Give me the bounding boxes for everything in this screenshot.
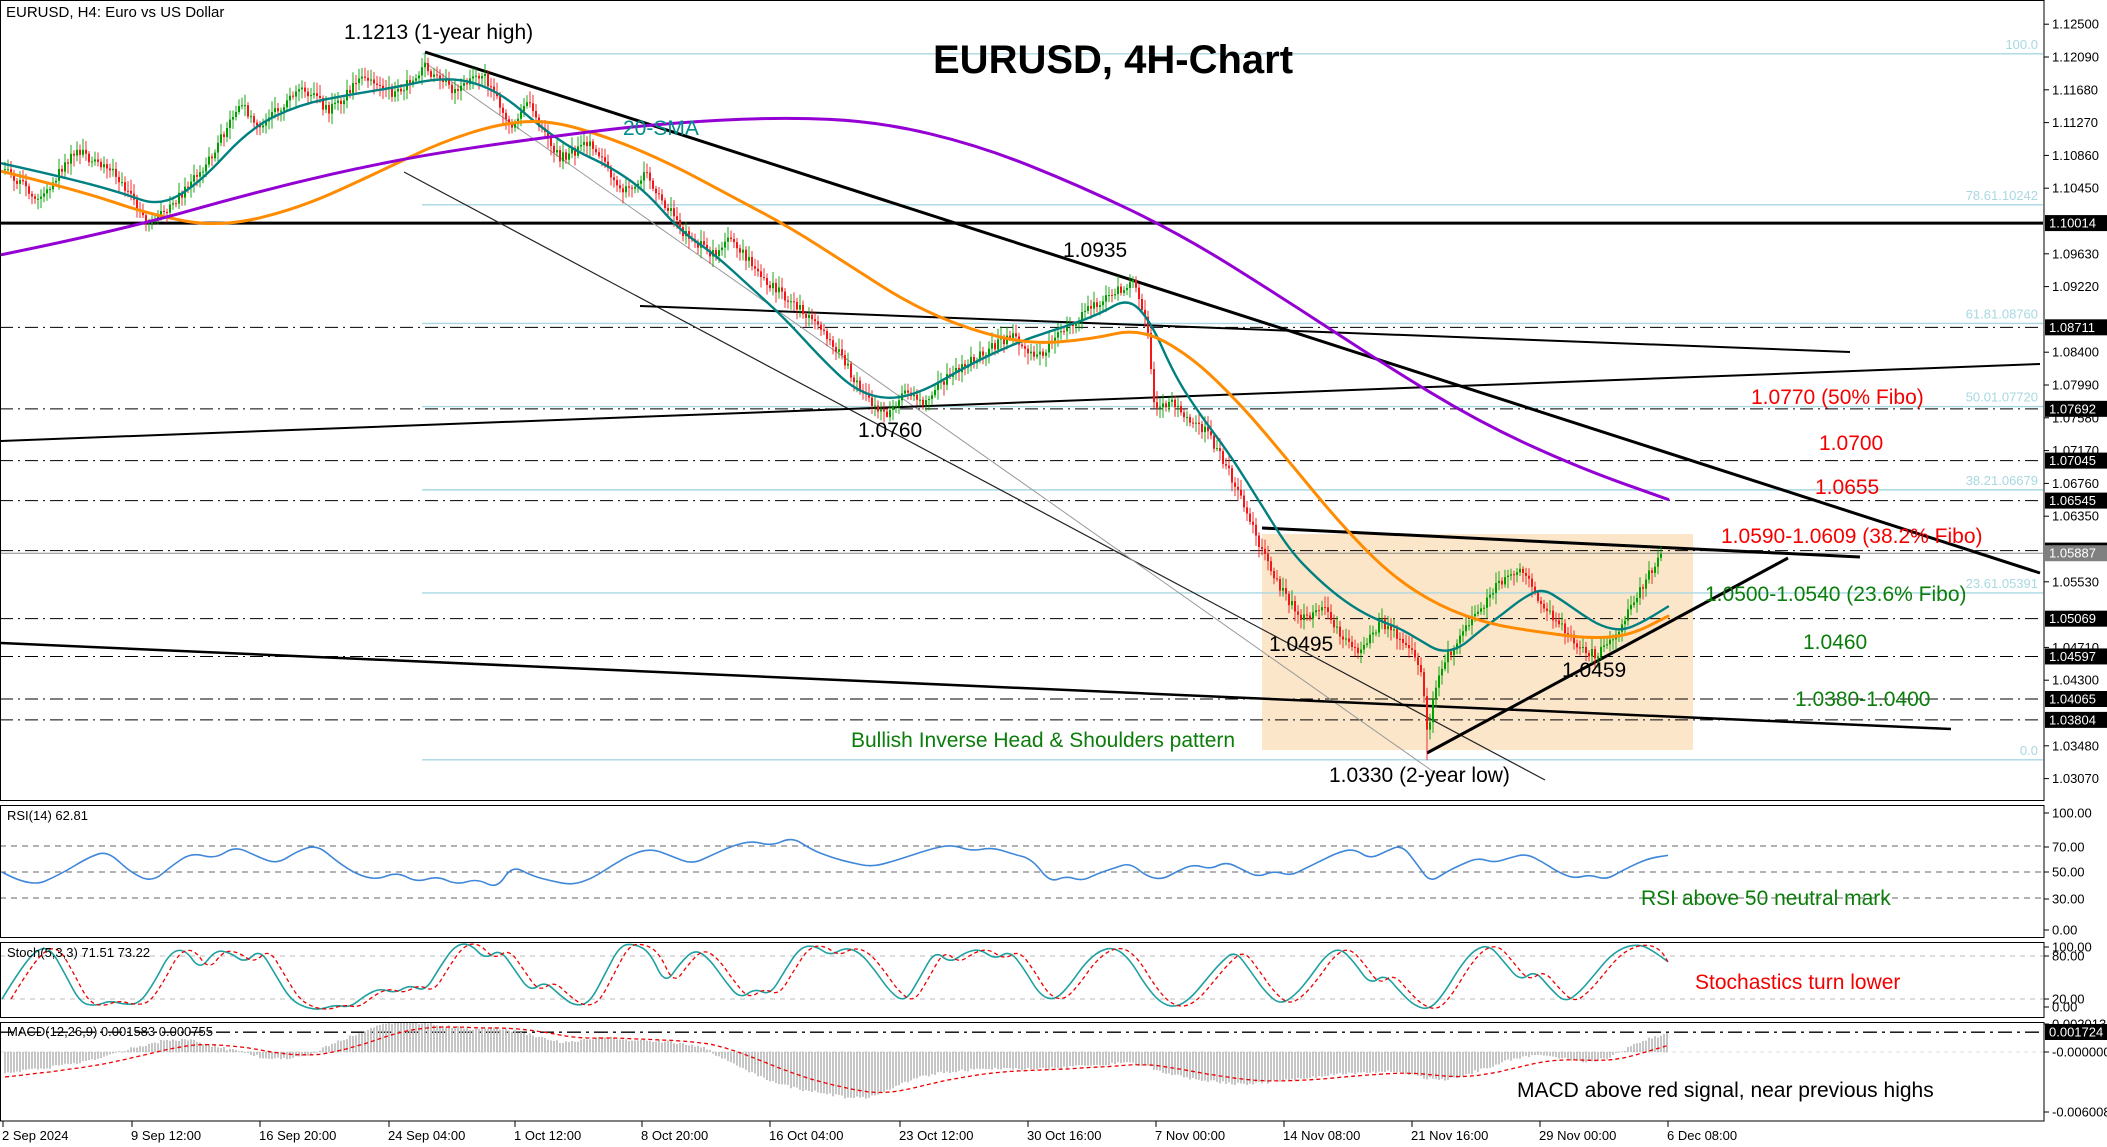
svg-text:8 Oct 20:00: 8 Oct 20:00	[641, 1128, 708, 1143]
lower-support-line[interactable]	[0, 641, 1952, 731]
rsi-frame	[0, 805, 2045, 938]
ma-20-sma	[1, 78, 1670, 652]
svg-text:14 Nov 08:00: 14 Nov 08:00	[1283, 1128, 1360, 1143]
svg-text:1.07692: 1.07692	[2049, 401, 2096, 416]
svg-text:1.06760: 1.06760	[2052, 476, 2099, 491]
rising-support-line[interactable]	[0, 363, 2041, 442]
svg-text:78.61.10242: 78.61.10242	[1966, 188, 2038, 203]
svg-text:70.00: 70.00	[2052, 840, 2085, 855]
svg-text:21 Nov 16:00: 21 Nov 16:00	[1411, 1128, 1488, 1143]
right-shoulder-line[interactable]	[1426, 556, 1789, 755]
stoch-d-line	[10, 943, 1669, 1010]
svg-text:29 Nov 00:00: 29 Nov 00:00	[1539, 1128, 1616, 1143]
svg-text:1.04597: 1.04597	[2049, 649, 2096, 664]
svg-text:7 Nov 00:00: 7 Nov 00:00	[1155, 1128, 1225, 1143]
svg-text:1.10860: 1.10860	[2052, 148, 2099, 163]
svg-text:1.10014: 1.10014	[2049, 216, 2096, 231]
svg-text:100.00: 100.00	[2052, 940, 2092, 955]
rsi-line	[1, 838, 1669, 887]
svg-text:1.11270: 1.11270	[2052, 115, 2098, 130]
svg-text:1.08400: 1.08400	[2052, 345, 2099, 360]
svg-text:9 Sep 12:00: 9 Sep 12:00	[131, 1128, 201, 1143]
svg-text:38.21.06679: 38.21.06679	[1966, 473, 2038, 488]
svg-text:6 Dec 08:00: 6 Dec 08:00	[1667, 1128, 1737, 1143]
inner-downtrend-line[interactable]	[403, 171, 1546, 781]
svg-text:1.03804: 1.03804	[2049, 712, 2096, 727]
svg-text:1.10450: 1.10450	[2052, 181, 2099, 196]
svg-text:100.0: 100.0	[2005, 37, 2038, 52]
svg-text:1.06545: 1.06545	[2049, 493, 2096, 508]
mid-resistance-line[interactable]	[639, 305, 1851, 353]
svg-text:0.001724: 0.001724	[2049, 1025, 2103, 1040]
svg-text:1.03070: 1.03070	[2052, 771, 2099, 786]
svg-text:-0.006008: -0.006008	[2052, 1105, 2107, 1120]
svg-text:1.04300: 1.04300	[2052, 673, 2099, 688]
svg-text:1.05887: 1.05887	[2049, 546, 2096, 561]
svg-text:1.07045: 1.07045	[2049, 453, 2096, 468]
macd-signal-line	[4, 1026, 1668, 1094]
svg-text:1.09220: 1.09220	[2052, 279, 2099, 294]
candlesticks	[4, 53, 1662, 761]
svg-text:1.12500: 1.12500	[2052, 17, 2099, 32]
svg-text:-0.000000: -0.000000	[2052, 1045, 2107, 1060]
macd-panel[interactable]	[0, 1021, 2044, 1099]
main-price-panel[interactable]: 100.0 78.61.10242 61.81.08760 50.01.07720 38…	[0, 37, 2044, 781]
svg-text:20.00: 20.00	[2052, 992, 2085, 1007]
svg-text:50.01.07720: 50.01.07720	[1966, 390, 2038, 405]
svg-text:30 Oct 16:00: 30 Oct 16:00	[1027, 1128, 1101, 1143]
svg-text:1.05069: 1.05069	[2049, 611, 2096, 626]
ma-50-sma	[1, 120, 1670, 640]
svg-text:1.03480: 1.03480	[2052, 738, 2099, 753]
svg-text:50.00: 50.00	[2052, 865, 2085, 880]
svg-text:1.07990: 1.07990	[2052, 378, 2099, 393]
svg-text:16 Oct 04:00: 16 Oct 04:00	[769, 1128, 843, 1143]
rsi-panel[interactable]	[0, 838, 2044, 899]
svg-text:1.04065: 1.04065	[2049, 692, 2096, 707]
svg-text:16 Sep 20:00: 16 Sep 20:00	[259, 1128, 336, 1143]
macd-histogram	[4, 1023, 1668, 1099]
ma-200-sma	[1, 116, 1670, 501]
svg-text:61.81.08760: 61.81.08760	[1966, 306, 2038, 321]
svg-text:1.09630: 1.09630	[2052, 246, 2099, 261]
svg-text:23.61.05391: 23.61.05391	[1966, 576, 2038, 591]
fibonacci-retracement: 100.0 78.61.10242 61.81.08760 50.01.07720 38…	[422, 37, 2043, 761]
svg-text:30.00: 30.00	[2052, 892, 2085, 907]
svg-text:1.12090: 1.12090	[2052, 50, 2099, 65]
svg-text:1 Oct 12:00: 1 Oct 12:00	[514, 1128, 581, 1143]
svg-text:0.00: 0.00	[2052, 1000, 2077, 1015]
time-axis[interactable]: 2 Sep 2024 9 Sep 12:00 16 Sep 20:00 24 Sep …	[2, 1121, 1737, 1143]
channel-downtrend-line[interactable]	[423, 61, 1439, 776]
svg-text:23 Oct 12:00: 23 Oct 12:00	[899, 1128, 973, 1143]
svg-text:1.05530: 1.05530	[2052, 574, 2099, 589]
svg-text:0.0: 0.0	[2020, 743, 2038, 758]
svg-text:100.00: 100.00	[2052, 806, 2092, 821]
svg-text:0.00: 0.00	[2052, 923, 2077, 938]
price-axis[interactable]: 1.12500 1.12090 1.11680 1.11270 1.10860 1.104…	[2044, 17, 2107, 1120]
stoch-k-line	[1, 943, 1669, 1010]
stoch-panel[interactable]	[0, 943, 2044, 1010]
main-frame	[0, 0, 2045, 801]
svg-text:1.11680: 1.11680	[2052, 82, 2098, 97]
svg-text:2 Sep 2024: 2 Sep 2024	[2, 1128, 69, 1143]
svg-text:1.06350: 1.06350	[2052, 509, 2099, 524]
major-downtrend-line[interactable]	[424, 50, 2041, 575]
svg-text:24 Sep 04:00: 24 Sep 04:00	[388, 1128, 465, 1143]
macd-frame	[0, 1022, 2045, 1122]
neckline[interactable]	[1261, 526, 1861, 559]
svg-text:80.00: 80.00	[2052, 949, 2085, 964]
stoch-frame	[0, 942, 2045, 1018]
inverse-head-shoulders-box	[1262, 534, 1693, 750]
svg-text:1.08711: 1.08711	[2049, 320, 2095, 335]
